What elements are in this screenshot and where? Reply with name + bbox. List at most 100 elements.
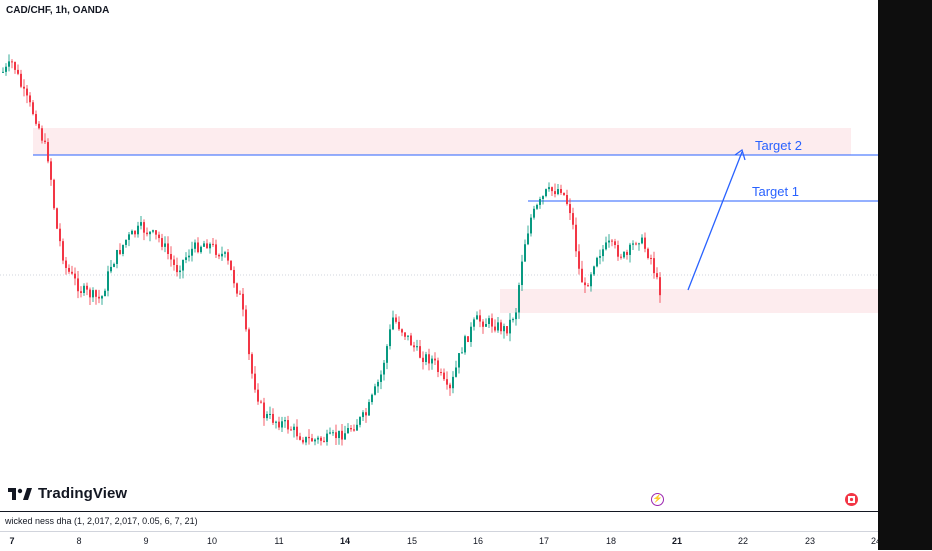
tradingview-logo[interactable]: TradingView [8,485,127,502]
candle-body [275,421,277,423]
candle-body [599,256,601,258]
candle-body [134,230,136,235]
symbol-title: CAD/CHF, 1h, OANDA [6,5,110,16]
candle-body [245,309,247,330]
upper-zone[interactable] [33,128,851,155]
candle-body [407,335,409,337]
candle-body [317,437,319,440]
candle-body [647,248,649,258]
candle-body [284,420,286,422]
candle-body [92,290,94,298]
time-axis[interactable]: 7 8 9 10 11 14 15 16 17 18 21 22 23 24 [0,531,881,551]
candle-body [50,161,52,180]
candle-body [581,268,583,283]
candle-body [449,384,451,389]
candle-body [605,242,607,250]
candle-body [539,199,541,205]
candle-body [233,269,235,284]
candle-body [128,234,130,240]
candle-body [107,271,109,291]
candle-body [47,142,49,162]
candle-body [659,277,661,296]
candle-body [311,438,313,442]
flag-icon[interactable] [845,493,858,506]
candle-body [476,315,478,320]
candle-body [602,249,604,257]
candle-body [152,230,154,232]
candle-body [572,213,574,225]
candle-body [524,244,526,262]
candle-body [437,360,439,373]
candle-body [89,289,91,298]
candle-body [386,346,388,363]
candle-body [113,263,115,267]
candlestick-series [2,54,661,446]
candle-body [83,285,85,293]
candle-body [155,230,157,235]
candle-body [182,259,184,271]
candle-body [164,243,166,247]
candle-body [614,241,616,246]
lower-zone[interactable] [500,289,878,313]
candle-body [200,246,202,253]
candle-body [296,426,298,437]
candle-body [206,243,208,249]
candle-body [341,430,343,440]
candle-body [455,367,457,377]
chart-area[interactable]: CAD/CHF, 1h, OANDA Target 2 Target 1 Tra… [0,0,878,510]
candle-body [269,413,271,415]
candle-body [641,237,643,244]
indicator-pane[interactable]: wicked ness dha (1, 2,017, 2,017, 0.05, … [0,511,878,532]
candle-body [137,225,139,235]
candle-body [146,232,148,235]
candle-body [32,102,34,115]
candle-body [416,346,418,348]
candle-body [440,372,442,374]
candle-body [326,433,328,442]
candle-body [323,440,325,442]
candle-body [248,329,250,355]
right-panel [878,0,932,550]
candle-body [212,243,214,245]
candle-body [383,362,385,375]
candle-body [272,413,274,423]
candle-body [467,336,469,342]
candle-body [332,432,334,434]
lightning-icon[interactable]: ⚡ [651,493,664,506]
price-chart[interactable] [0,0,878,510]
candle-body [194,242,196,249]
candle-body [434,358,436,361]
candle-body [86,285,88,290]
candle-body [473,319,475,327]
candle-body [431,358,433,364]
candle-body [71,271,73,274]
candle-body [590,274,592,287]
candle-body [302,439,304,443]
candle-body [80,291,82,293]
candle-body [500,322,502,332]
candle-body [158,234,160,239]
candle-body [338,430,340,439]
candle-body [104,290,106,297]
candle-body [494,326,496,331]
projection-arrow[interactable] [687,151,743,291]
candle-body [38,123,40,129]
time-tick: 9 [143,536,149,546]
time-tick: 15 [406,536,418,546]
candle-body [122,244,124,254]
candle-body [116,249,118,264]
candle-body [278,421,280,428]
candle-body [632,243,634,245]
candle-body [554,191,556,195]
candle-body [29,95,31,103]
candle-body [101,296,103,299]
candle-body [575,224,577,252]
candle-body [329,432,331,434]
candle-body [443,372,445,380]
candle-body [557,189,559,195]
candle-body [650,257,652,259]
candle-body [203,243,205,247]
candle-body [458,353,460,368]
candle-body [254,373,256,390]
candle-body [59,228,61,242]
